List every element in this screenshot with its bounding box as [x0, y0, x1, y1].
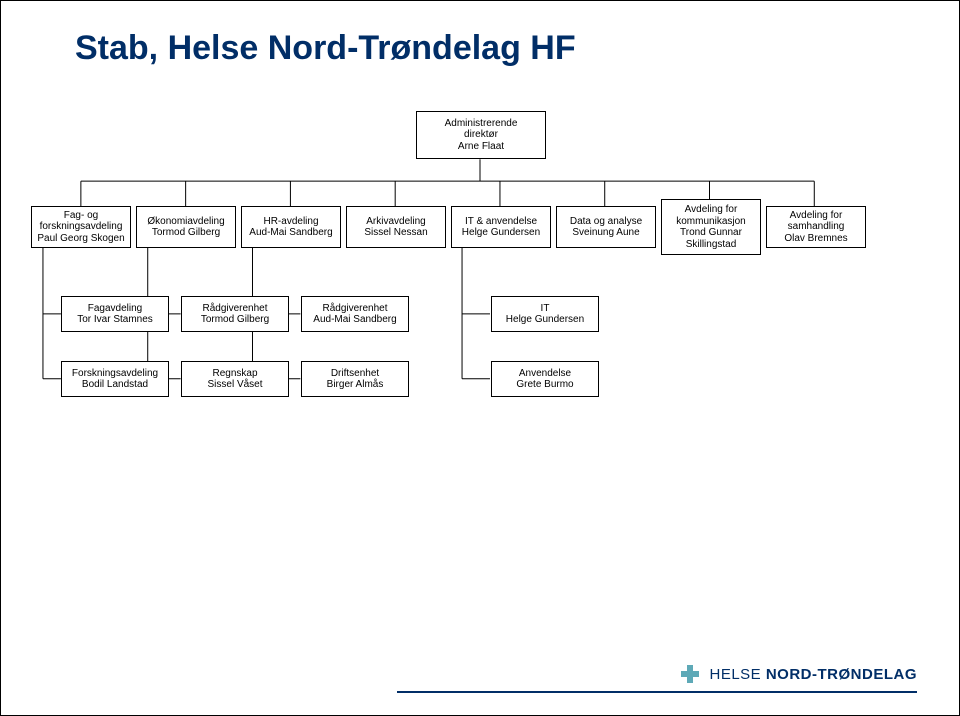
org-node-text: Rådgiverenhet — [304, 303, 406, 315]
org-node-r2_0: FagavdelingTor Ivar Stamnes — [61, 296, 169, 332]
org-node-text: HR-avdeling — [244, 216, 338, 228]
org-node-text: Sveinung Aune — [559, 227, 653, 239]
brand-logo: HELSE NORD-TRØNDELAG — [681, 665, 917, 683]
org-node-text: Fagavdeling — [64, 303, 166, 315]
org-node-text: Administrerende — [419, 118, 543, 130]
plus-icon — [681, 665, 699, 683]
org-node-r2_3: ITHelge Gundersen — [491, 296, 599, 332]
org-node-r3_2: DriftsenhetBirger Almås — [301, 361, 409, 397]
org-node-text: Sissel Våset — [184, 379, 286, 391]
page-title: Stab, Helse Nord-Trøndelag HF — [75, 29, 576, 68]
org-node-root: AdministrerendedirektørArne Flaat — [416, 111, 546, 159]
org-node-text: IT & anvendelse — [454, 216, 548, 228]
org-node-text: Arkivavdeling — [349, 216, 443, 228]
org-node-text: Forskningsavdeling — [64, 368, 166, 380]
logo-divider — [397, 691, 917, 693]
org-chart: AdministrerendedirektørArne Flaat Fag- og… — [21, 111, 939, 421]
org-node-text: Regnskap — [184, 368, 286, 380]
org-node-text: direktør — [419, 129, 543, 141]
org-node-text: Aud-Mai Sandberg — [244, 227, 338, 239]
org-node-r1_4: IT & anvendelseHelge Gundersen — [451, 206, 551, 248]
org-node-text: Bodil Landstad — [64, 379, 166, 391]
org-node-text: Helge Gundersen — [454, 227, 548, 239]
org-node-text: Rådgiverenhet — [184, 303, 286, 315]
org-node-text: IT — [494, 303, 596, 315]
org-node-text: Tormod Gilberg — [184, 314, 286, 326]
org-node-text: Aud-Mai Sandberg — [304, 314, 406, 326]
org-node-r1_5: Data og analyseSveinung Aune — [556, 206, 656, 248]
org-node-text: Anvendelse — [494, 368, 596, 380]
org-node-r3_3: AnvendelseGrete Burmo — [491, 361, 599, 397]
brand-text: HELSE NORD-TRØNDELAG — [709, 666, 917, 683]
org-node-r2_1: RådgiverenhetTormod Gilberg — [181, 296, 289, 332]
org-node-text: Avdeling for — [769, 210, 863, 222]
org-node-text: Trond Gunnar — [664, 227, 758, 239]
org-node-r1_0: Fag- ogforskningsavdelingPaul Georg Skog… — [31, 206, 131, 248]
org-node-text: Paul Georg Skogen — [34, 233, 128, 245]
org-node-r1_6: Avdeling forkommunikasjonTrond GunnarSki… — [661, 199, 761, 255]
org-node-r3_0: ForskningsavdelingBodil Landstad — [61, 361, 169, 397]
org-node-text: Olav Bremnes — [769, 233, 863, 245]
org-node-r1_1: ØkonomiavdelingTormod Gilberg — [136, 206, 236, 248]
org-node-text: kommunikasjon — [664, 216, 758, 228]
org-node-text: Tormod Gilberg — [139, 227, 233, 239]
brand-text-light: HELSE — [709, 666, 765, 683]
org-node-r3_1: RegnskapSissel Våset — [181, 361, 289, 397]
org-node-text: forskningsavdeling — [34, 221, 128, 233]
org-node-text: Økonomiavdeling — [139, 216, 233, 228]
org-node-text: Grete Burmo — [494, 379, 596, 391]
org-node-r1_2: HR-avdelingAud-Mai Sandberg — [241, 206, 341, 248]
org-node-r2_2: RådgiverenhetAud-Mai Sandberg — [301, 296, 409, 332]
org-node-text: Tor Ivar Stamnes — [64, 314, 166, 326]
org-node-text: Birger Almås — [304, 379, 406, 391]
org-node-r1_3: ArkivavdelingSissel Nessan — [346, 206, 446, 248]
org-node-text: Avdeling for — [664, 204, 758, 216]
org-node-text: Arne Flaat — [419, 141, 543, 153]
org-node-r1_7: Avdeling forsamhandlingOlav Bremnes — [766, 206, 866, 248]
org-node-text: Skillingstad — [664, 239, 758, 251]
org-node-text: Data og analyse — [559, 216, 653, 228]
org-node-text: Helge Gundersen — [494, 314, 596, 326]
org-node-text: samhandling — [769, 221, 863, 233]
org-node-text: Driftsenhet — [304, 368, 406, 380]
brand-text-bold: NORD-TRØNDELAG — [766, 666, 917, 683]
org-node-text: Fag- og — [34, 210, 128, 222]
org-node-text: Sissel Nessan — [349, 227, 443, 239]
